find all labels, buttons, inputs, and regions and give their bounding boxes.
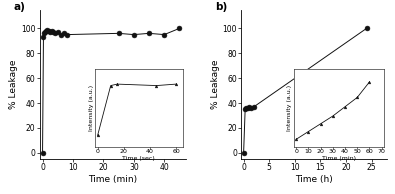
Text: a): a) (13, 2, 25, 12)
Y-axis label: % Leakage: % Leakage (9, 60, 18, 109)
Text: b): b) (215, 2, 227, 12)
X-axis label: Time (min): Time (min) (88, 175, 137, 184)
Y-axis label: % Leakage: % Leakage (211, 60, 220, 109)
X-axis label: Time (h): Time (h) (295, 175, 333, 184)
